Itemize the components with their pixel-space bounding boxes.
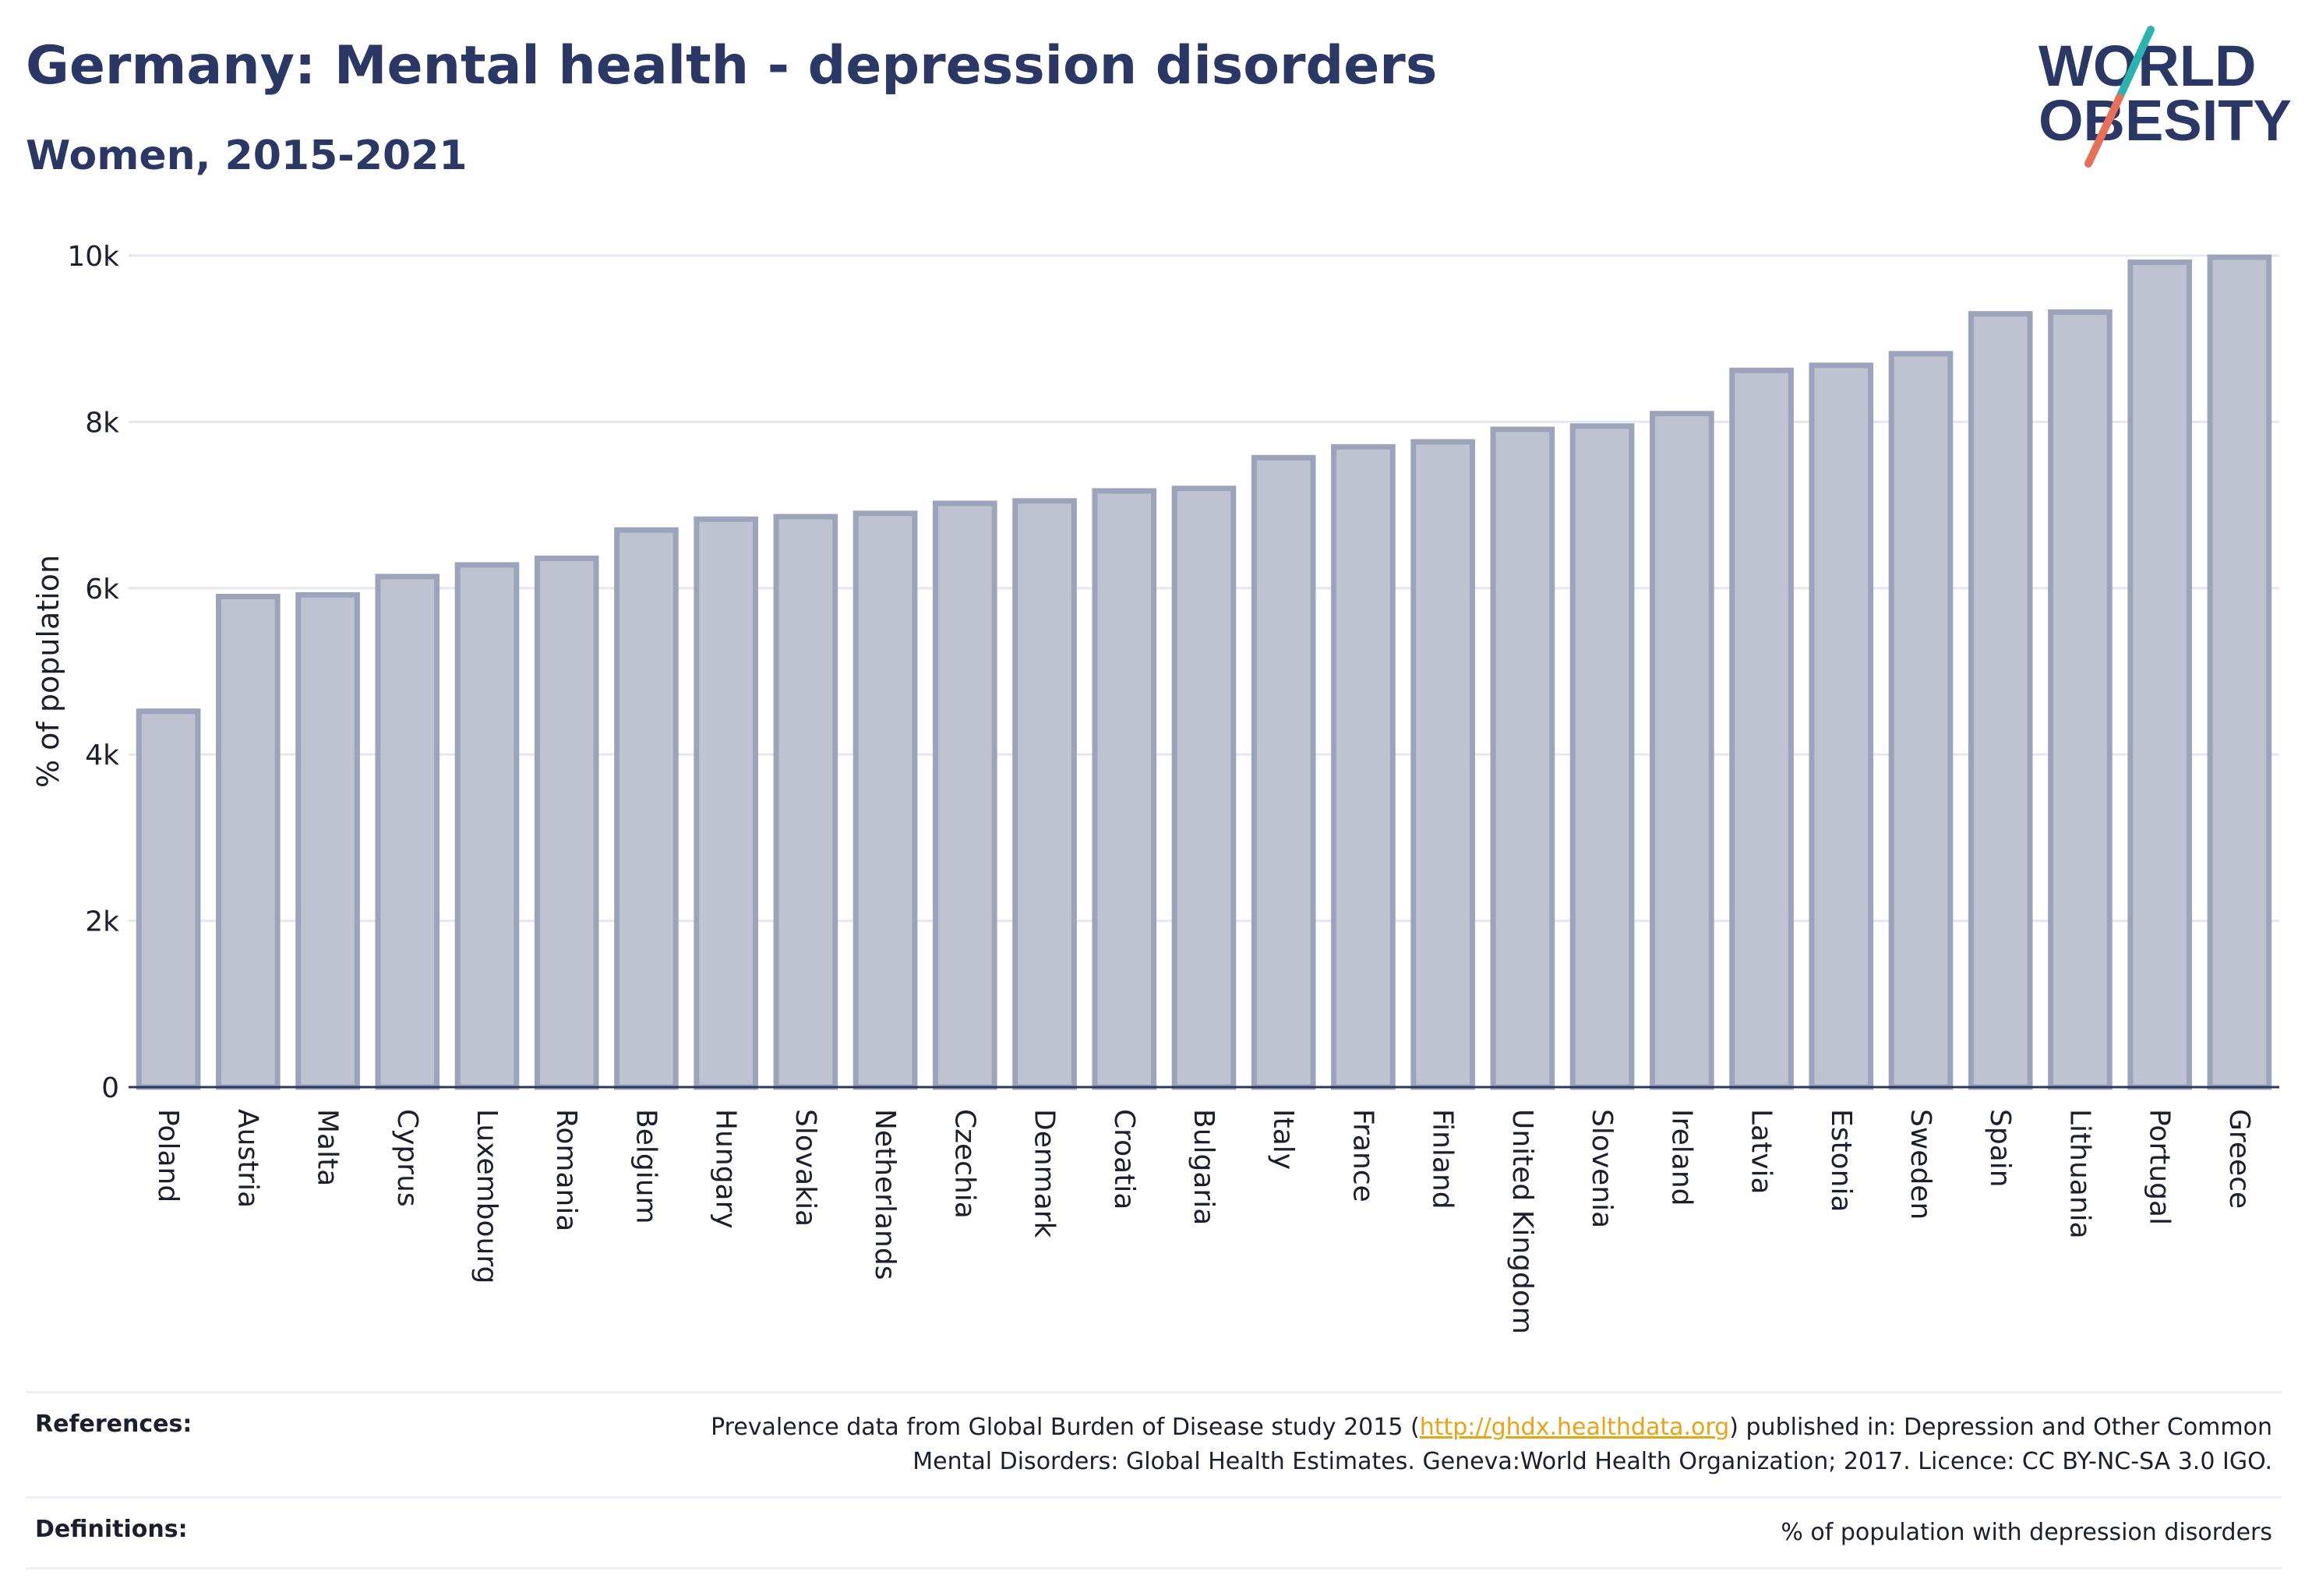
y-axis-label: % of population (31, 555, 65, 788)
bar-luxembourg (454, 562, 520, 1090)
bar-denmark (1012, 498, 1077, 1090)
bar-france (1331, 443, 1396, 1090)
bar-romania (534, 555, 599, 1090)
bar-bulgaria (1171, 486, 1237, 1090)
bar-finland (1410, 439, 1475, 1090)
bar-chart: 0 2k 4k 6k 8k 10k Poland Austria Malta Cyprus Lux… (31, 241, 2279, 1334)
world-obesity-logo: WORLD OBESITY (2038, 26, 2291, 168)
x-tick-label: Lithuania (2063, 1109, 2095, 1239)
bar-latvia (1729, 367, 1794, 1090)
definitions-text: % of population with depression disorder… (1781, 1519, 2272, 1546)
references-text-end: ) published in: Depression and Other Com… (1729, 1414, 2272, 1441)
y-tick-label: 4k (85, 740, 119, 772)
footer-notes: References: Prevalence data from Global … (26, 1391, 2282, 1570)
bar-hungary (694, 516, 758, 1090)
x-tick-label: Malta (312, 1109, 344, 1186)
x-tick-label: Cyprus (391, 1109, 423, 1207)
y-axis-ticks: 0 2k 4k 6k 8k 10k (67, 241, 119, 1104)
bar-cyprus (375, 574, 440, 1090)
x-tick-label: Croatia (1108, 1109, 1140, 1209)
x-tick-label: France (1347, 1109, 1378, 1202)
x-tick-label: Ireland (1665, 1109, 1697, 1206)
logo-obesity-text: OBESITY (2038, 88, 2291, 153)
bar-croatia (1092, 488, 1157, 1090)
references-label: References: (35, 1411, 192, 1438)
references-link[interactable]: http://ghdx.healthdata.org (1419, 1414, 1730, 1441)
y-tick-label: 0 (101, 1072, 119, 1104)
x-tick-label: Denmark (1029, 1109, 1061, 1238)
x-tick-label: United Kingdom (1506, 1109, 1538, 1334)
x-tick-label: Hungary (710, 1109, 742, 1229)
x-tick-label: Poland (152, 1109, 184, 1202)
y-tick-label: 8k (85, 407, 119, 439)
bar-ireland (1650, 411, 1714, 1090)
bar-portugal (2127, 260, 2192, 1090)
bar-austria (216, 593, 281, 1090)
bar-greece (2207, 254, 2272, 1090)
bar-slovenia (1569, 423, 1635, 1090)
bar-belgium (614, 527, 679, 1090)
x-tick-label: Austria (231, 1109, 263, 1208)
x-tick-label: Romania (550, 1109, 582, 1231)
references-text-start: Prevalence data from Global Burden of Di… (711, 1414, 1420, 1441)
x-tick-label: Spain (1984, 1109, 2016, 1188)
x-tick-label: Greece (2223, 1109, 2255, 1209)
bar-lithuania (2048, 309, 2113, 1090)
bar-united-kingdom (1490, 426, 1555, 1090)
references-text-line2: Mental Disorders: Global Health Estimate… (912, 1448, 2272, 1475)
logo-slash-coral (2084, 94, 2123, 168)
bars (136, 254, 2272, 1090)
definitions-label: Definitions: (35, 1516, 188, 1543)
definitions-row: Definitions: % of population with depres… (26, 1496, 2282, 1570)
bar-poland (136, 708, 201, 1090)
x-tick-label: Luxembourg (471, 1109, 503, 1284)
x-tick-label: Czechia (948, 1109, 980, 1219)
bar-italy (1251, 454, 1316, 1090)
references-row: References: Prevalence data from Global … (26, 1391, 2282, 1496)
bar-malta (295, 591, 360, 1090)
x-tick-label: Latvia (1746, 1109, 1777, 1195)
x-tick-label: Estonia (1825, 1109, 1857, 1213)
x-tick-label: Belgium (630, 1109, 662, 1224)
x-axis-ticks: Poland Austria Malta Cyprus Luxembourg Romani… (152, 1109, 2255, 1334)
bar-czechia (933, 500, 997, 1090)
bar-netherlands (852, 510, 918, 1090)
logo-slash-teal (2116, 26, 2155, 101)
x-tick-label: Italy (1267, 1109, 1299, 1170)
x-tick-label: Finland (1427, 1109, 1459, 1209)
x-tick-label: Slovakia (789, 1109, 821, 1227)
bar-slovakia (773, 514, 838, 1090)
x-tick-label: Sweden (1904, 1109, 1936, 1220)
references-text: Prevalence data from Global Burden of Di… (711, 1411, 2272, 1479)
x-tick-label: Portugal (2144, 1109, 2176, 1225)
chart-subtitle: Women, 2015-2021 (26, 132, 468, 179)
y-tick-label: 6k (85, 574, 119, 606)
bar-estonia (1809, 362, 1874, 1090)
x-tick-label: Bulgaria (1188, 1109, 1220, 1225)
y-tick-label: 10k (67, 241, 119, 273)
chart-title: Germany: Mental health - depression diso… (26, 35, 1438, 97)
bar-spain (1968, 311, 2033, 1090)
y-tick-label: 2k (85, 906, 119, 938)
x-tick-label: Netherlands (869, 1109, 901, 1280)
x-tick-label: Slovenia (1586, 1109, 1618, 1228)
bar-sweden (1888, 351, 1954, 1090)
